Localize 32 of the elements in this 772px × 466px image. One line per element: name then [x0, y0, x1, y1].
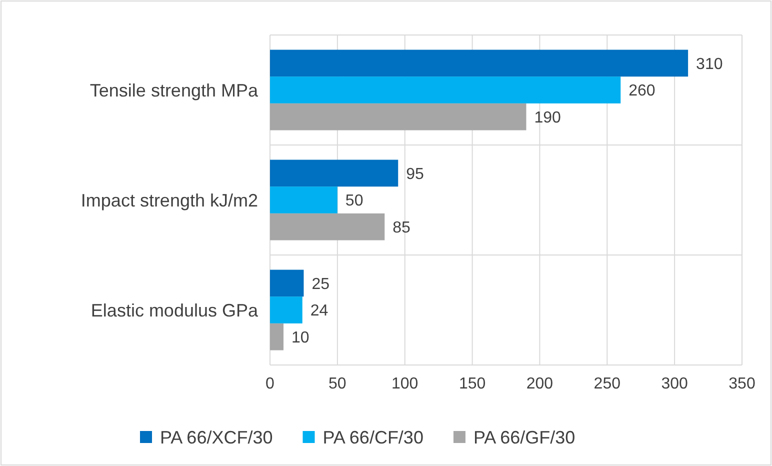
bar	[270, 270, 304, 297]
x-tick-label: 0	[266, 375, 275, 392]
data-label: 50	[345, 192, 364, 210]
y-tick-label: Elastic modulus GPa	[90, 300, 259, 320]
x-tick-label: 350	[728, 375, 756, 392]
data-label: 25	[312, 276, 330, 293]
data-label: 190	[534, 109, 562, 126]
data-label: 95	[406, 166, 424, 183]
bar	[270, 323, 284, 350]
bar	[270, 186, 338, 214]
y-tick-label: Tensile strength MPa	[90, 80, 259, 100]
bar	[270, 213, 385, 240]
legend-label: PA 66/GF/30	[473, 427, 576, 448]
data-label: 310	[696, 56, 723, 73]
data-label: 85	[392, 219, 411, 236]
data-label: 10	[291, 329, 310, 346]
data-label: 24	[310, 302, 328, 320]
bar	[270, 50, 688, 77]
legend-label: PA 66/XCF/30	[160, 427, 273, 448]
x-tick-label: 300	[661, 375, 688, 392]
legend-label: PA 66/CF/30	[322, 427, 424, 448]
y-tick-label: Impact strength kJ/m2	[80, 190, 258, 210]
x-tick-label: 200	[526, 375, 554, 392]
bar	[270, 160, 398, 187]
bar	[270, 76, 621, 104]
bar	[270, 296, 302, 324]
x-tick-label: 50	[328, 375, 346, 392]
x-tick-label: 150	[458, 375, 486, 392]
bar	[270, 103, 526, 130]
x-tick-label: 250	[594, 375, 621, 392]
x-tick-label: 100	[392, 375, 418, 392]
data-label: 260	[628, 82, 656, 100]
